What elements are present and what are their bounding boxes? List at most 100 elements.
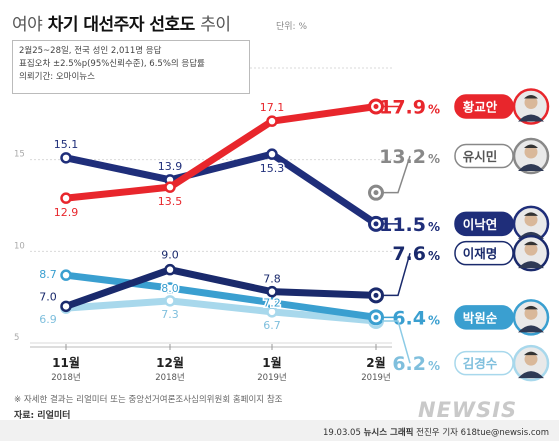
data-point <box>164 263 176 276</box>
x-tick-label: 2월 <box>366 355 385 370</box>
percent-sign: % <box>428 152 440 166</box>
candidate-name: 김경수 <box>463 356 498 371</box>
data-point <box>60 152 72 164</box>
avatar-face <box>524 306 538 320</box>
series-line <box>62 266 380 310</box>
avatar-hair <box>524 95 538 99</box>
chart-title: 여야 차기 대선주자 선호도 추이 <box>12 10 231 35</box>
data-point <box>60 192 72 204</box>
newsis-watermark: NEWSIS <box>418 398 518 422</box>
avatar-face <box>524 242 538 256</box>
candidate-name: 황교안 <box>463 100 498 115</box>
candidate-name: 이재명 <box>463 246 498 261</box>
avatar-face <box>524 145 538 159</box>
avatar-face <box>524 213 538 227</box>
y-tick-label: 15 <box>14 150 25 160</box>
point-value-label: 7.3 <box>161 308 179 321</box>
data-point <box>164 282 176 294</box>
source-label: 자료: 리얼미터 <box>14 411 71 421</box>
data-point <box>266 115 278 127</box>
candidate-name: 이낙연 <box>463 217 498 232</box>
survey-info-line: 의뢰기간: 오마이뉴스 <box>19 72 95 82</box>
x-tick-year: 2018년 <box>51 372 80 383</box>
survey-info-line: 2월25~28일, 전국 성인 2,011명 응답 <box>19 46 162 56</box>
y-tick-label: 5 <box>14 333 19 343</box>
point-value-label: 8.7 <box>39 268 57 281</box>
data-point-center <box>373 190 379 196</box>
x-tick-label: 12월 <box>156 355 184 370</box>
point-value-label: 6.7 <box>263 319 281 332</box>
data-point-center <box>373 292 379 298</box>
x-tick-label: 1월 <box>262 355 281 370</box>
data-point <box>266 148 278 160</box>
leader-line <box>382 155 411 194</box>
candidate-name: 유시민 <box>463 149 498 164</box>
data-point <box>266 296 278 309</box>
series-line <box>62 297 380 325</box>
percent-sign: % <box>428 249 440 263</box>
x-tick-year: 2019년 <box>361 372 390 383</box>
data-point <box>266 285 278 298</box>
point-value-label: 15.1 <box>54 138 79 151</box>
series-line <box>62 103 380 202</box>
credit-bar <box>0 420 559 441</box>
x-tick-label: 11월 <box>52 355 80 370</box>
data-point-center <box>373 221 379 227</box>
data-point-center <box>373 104 379 109</box>
title-prefix: 여야 <box>12 15 43 35</box>
survey-info-line: 표집오차 ±2.5%p(95%신뢰수준), 6.5%의 응답률 <box>19 59 205 69</box>
avatar-face <box>524 352 538 366</box>
avatar-hair <box>524 305 538 310</box>
point-value-label: 9.0 <box>161 249 179 262</box>
point-value-label: 13.9 <box>158 160 183 173</box>
title-suffix: 추이 <box>200 15 231 35</box>
title-main: 차기 대선주자 선호도 <box>47 15 196 35</box>
data-point <box>164 181 176 193</box>
data-point <box>60 300 72 313</box>
avatar-hair <box>524 351 538 356</box>
avatar-hair <box>524 144 538 148</box>
percent-sign: % <box>428 313 440 327</box>
y-tick-label: 10 <box>14 241 25 251</box>
point-value-label: 12.9 <box>54 206 79 219</box>
data-point <box>164 295 176 307</box>
final-value-label: 6.2 <box>392 353 426 375</box>
avatar-hair <box>524 241 538 246</box>
final-value-label: 6.4 <box>392 307 426 329</box>
avatar-hair <box>524 212 538 216</box>
point-value-label: 13.5 <box>158 195 183 208</box>
leader-line <box>382 252 411 297</box>
credit-line: 19.03.05 뉴시스 그래픽 전진우 기자 618tue@newsis.co… <box>323 426 549 438</box>
series-line <box>62 271 380 321</box>
percent-sign: % <box>428 359 440 373</box>
unit-label: 단위: % <box>276 22 308 32</box>
candidate-name: 박원순 <box>463 310 498 325</box>
point-value-label: 17.1 <box>260 101 285 114</box>
leader-line <box>382 320 411 364</box>
credit-date: 19.03.05 <box>323 428 361 438</box>
final-value-label: 17.9 <box>379 97 426 119</box>
data-point <box>60 269 72 281</box>
point-value-label: 7.8 <box>263 273 281 286</box>
point-value-label: 15.3 <box>260 162 285 175</box>
credit-org: 뉴시스 그래픽 <box>363 428 414 438</box>
x-tick-year: 2018년 <box>155 372 184 383</box>
percent-sign: % <box>428 220 440 234</box>
final-value-label: 7.6 <box>392 243 426 265</box>
avatar-face <box>524 96 538 109</box>
avatar-suit <box>518 261 544 269</box>
footnote: ※ 자세한 결과는 리얼미터 또는 중앙선거여론조사심의위원회 홈페이지 참조 <box>14 395 283 405</box>
series-line <box>62 150 380 228</box>
final-value-label: 11.5 <box>379 214 426 236</box>
avatar-suit <box>518 164 544 171</box>
point-value-label: 7.2 <box>263 297 281 310</box>
point-value-label: 6.9 <box>39 313 57 326</box>
final-value-label: 13.2 <box>379 146 426 168</box>
x-tick-year: 2019년 <box>257 372 286 383</box>
point-value-label: 7.0 <box>39 290 57 303</box>
point-value-label: 8.0 <box>161 282 179 295</box>
avatar-suit <box>518 371 544 379</box>
credit-name: 전진우 기자 618tue@newsis.com <box>416 428 549 438</box>
